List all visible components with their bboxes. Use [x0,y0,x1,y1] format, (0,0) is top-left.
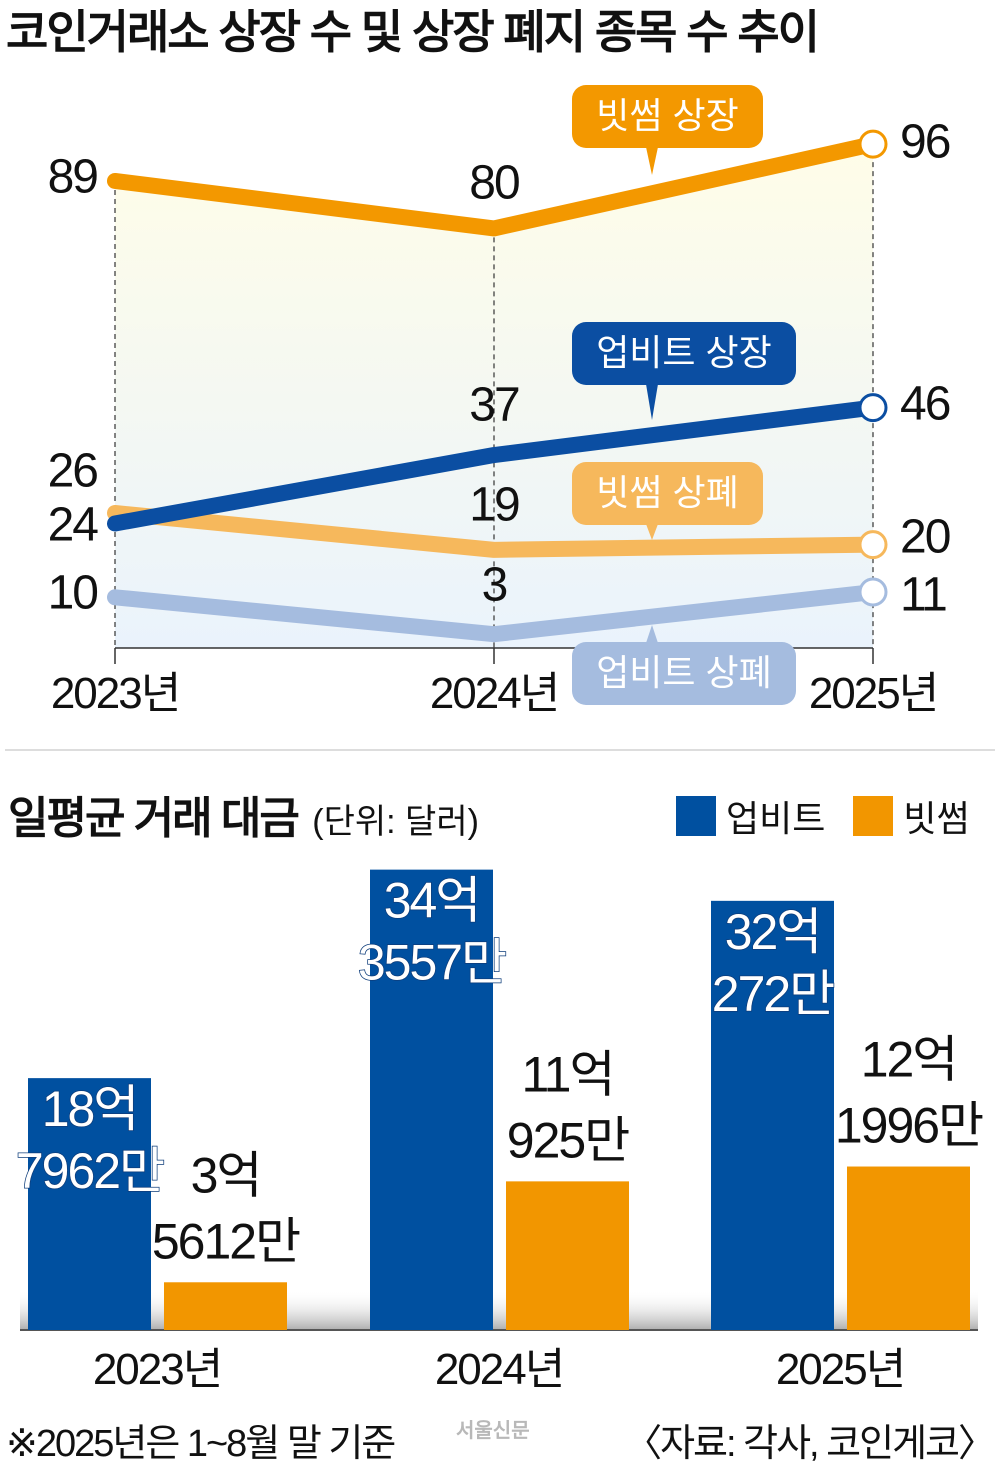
value-label: 46 [900,378,950,431]
bar-value-label: 1996만 [835,1098,983,1154]
end-point-marker [858,530,888,560]
bar-bithumb [506,1181,629,1330]
callout-label: 빗썸 상장 [596,95,738,136]
bar-title: 일평균 거래 대금 [8,794,300,843]
callout-label: 업비트 상폐 [596,652,772,693]
bar-upbit [370,869,493,1330]
value-label: 3 [482,559,507,612]
title: 코인거래소 상장 수 및 상장 폐지 종목 수 추이 [6,6,820,58]
x-tick-label: 2025년 [776,1345,904,1394]
callout-box [572,462,763,525]
value-label: 24 [48,499,99,552]
section-divider [5,749,995,751]
callout-label: 빗썸 상폐 [596,472,738,513]
value-label: 11 [900,569,946,622]
series-line-3 [107,584,881,643]
bar-bithumb [164,1282,287,1330]
value-label: 96 [900,116,950,169]
line-chart: 2023년 2024년 2025년 89 80 96 24 37 46 26 19 20 10 3 11 빗썸… [48,85,952,718]
bar-value-label: 32억 [725,904,821,960]
bar-value-label: 11억 [522,1046,614,1102]
legend-label-bithumb: 빗썸 [903,798,970,839]
x-tick-label: 2024년 [435,1345,563,1394]
bar-value-label: 272만 [712,966,834,1022]
bar-value-label: 925만 [507,1112,629,1168]
end-point-marker [858,393,888,423]
x-tick-label: 2024년 [430,669,558,718]
x-tick-label: 2025년 [809,669,937,718]
bar-value-label: 34억 [384,873,480,929]
legend: 업비트 빗썸 [676,790,970,842]
callout-box [572,85,763,148]
bar-bithumb [847,1166,970,1330]
value-label: 20 [900,511,950,564]
end-point-marker [858,129,888,159]
bar-value-label: 5612만 [152,1213,300,1269]
x-tick-label: 2023년 [93,1345,221,1394]
legend-swatch-bithumb [853,796,894,836]
legend-label-upbit: 업비트 [726,798,826,839]
bar-unit: (단위: 달러) [312,803,479,841]
bar-value-label: 12억 [861,1032,957,1088]
value-label: 10 [48,567,98,620]
bar-upbit [711,900,834,1330]
bar-upbit [28,1078,151,1330]
callout-label: 업비트 상장 [596,332,772,373]
value-label: 80 [469,157,519,210]
footer-source: 〈자료: 각사, 코인게코〉 [624,1423,996,1465]
value-label: 19 [469,479,519,532]
x-tick-label: 2023년 [51,669,179,718]
series-line-2 [107,504,881,558]
series-line-1 [107,399,881,532]
value-label: 26 [48,445,98,498]
newspaper-logo: 서울신문 [456,1420,530,1442]
bar-value-label: 7962만 [16,1143,164,1199]
callout-pointer [646,384,658,420]
bar-chart-title: 일평균 거래 대금 (단위: 달러) [8,782,479,846]
footer-note: ※2025년은 1~8월 말 기준 [6,1423,396,1465]
series-line-0 [107,136,881,237]
callout-box [572,322,796,385]
end-point-marker [858,577,888,607]
bar-value-label: 3억 [191,1147,261,1203]
legend-swatch-upbit [676,796,716,836]
callout-pointer [646,524,658,540]
bar-value-label: 3557만 [358,935,506,991]
value-label: 37 [469,379,519,432]
callout-pointer [646,625,658,643]
baseline-shadow [20,1290,978,1330]
bar-value-label: 18억 [42,1081,138,1137]
callout-pointer [646,147,658,175]
value-label: 89 [48,151,98,204]
callout-box [572,642,796,705]
